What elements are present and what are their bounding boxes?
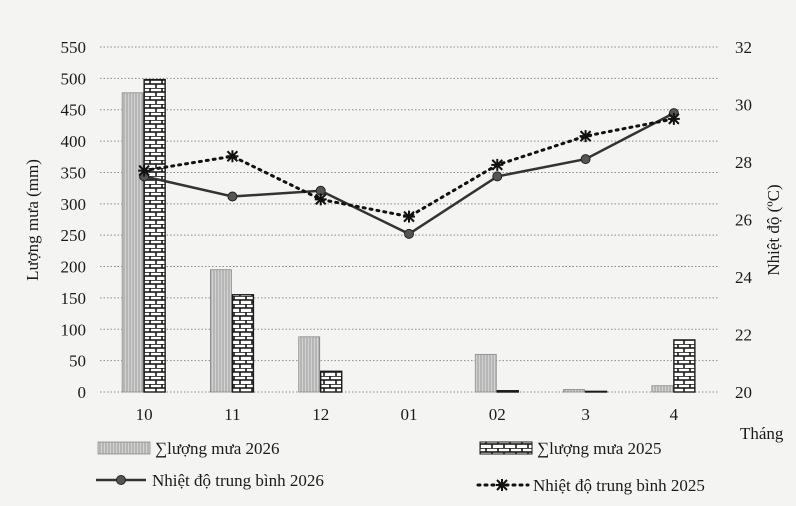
legend-swatch-rain-2026	[97, 441, 151, 455]
line-series-group	[138, 108, 680, 239]
legend-swatch-rain-2025	[479, 441, 533, 455]
legend-label-rain-2025: ∑lượng mưa 2025	[537, 439, 662, 458]
right-tick-30: 30	[735, 96, 752, 115]
right-tick-28: 28	[735, 153, 752, 172]
point-temp-2026-11	[227, 191, 238, 202]
x-tick-02: 02	[489, 405, 506, 424]
left-tick-300: 300	[61, 195, 87, 214]
bar-rain-2025-11	[231, 294, 255, 393]
right-axis-ticks: 20 22 24 26 28 30 32	[735, 38, 753, 402]
right-tick-24: 24	[735, 268, 753, 287]
point-temp-2025-01	[403, 210, 415, 223]
bar-rain-2025-12	[320, 370, 343, 393]
bar-rain-2026-4	[651, 385, 674, 393]
x-tick-12: 12	[312, 405, 329, 424]
left-tick-200: 200	[61, 258, 87, 277]
legend-marker-temp-2025	[496, 479, 508, 491]
bar-rain-2026-12	[298, 336, 321, 393]
right-axis-title: Nhiệt độ (ºC)	[764, 184, 783, 275]
bar-series-group	[121, 78, 696, 393]
left-tick-0: 0	[78, 383, 87, 402]
point-temp-2025-10	[138, 164, 151, 177]
legend-marker-temp-2026	[116, 475, 126, 485]
point-temp-2026-02	[492, 171, 503, 182]
bar-rain-2025-4	[673, 339, 696, 393]
point-temp-2025-12	[314, 193, 327, 206]
left-tick-450: 450	[61, 101, 87, 120]
point-temp-2026-3	[580, 154, 591, 165]
x-tick-10: 10	[136, 405, 153, 424]
point-temp-2025-02	[491, 158, 504, 171]
bar-rain-2026-02	[474, 353, 497, 393]
point-temp-2025-4	[667, 112, 680, 125]
point-temp-2025-3	[579, 130, 592, 143]
left-tick-550: 550	[61, 38, 87, 57]
point-temp-2026-01	[404, 228, 414, 239]
left-tick-400: 400	[61, 132, 87, 151]
bar-rain-2025-02	[496, 390, 519, 393]
left-tick-250: 250	[61, 226, 87, 245]
bar-rain-2026-11	[210, 269, 232, 393]
bar-rain-2025-3	[584, 390, 608, 393]
left-tick-100: 100	[61, 320, 87, 339]
x-tick-11: 11	[224, 405, 240, 424]
right-tick-20: 20	[735, 383, 752, 402]
left-tick-500: 500	[61, 69, 87, 88]
left-tick-50: 50	[69, 352, 86, 371]
left-axis-ticks: 0 50 100 150 200 250 300 350 400 450 500 550	[61, 38, 87, 402]
left-tick-150: 150	[61, 289, 87, 308]
x-tick-01: 01	[401, 405, 418, 424]
x-tick-3: 3	[581, 405, 590, 424]
right-tick-32: 32	[735, 38, 752, 57]
x-tick-4: 4	[670, 405, 679, 424]
legend-label-temp-2025: Nhiệt độ trung bình 2025	[533, 476, 705, 495]
point-temp-2025-11	[226, 150, 239, 163]
line-temp-2025	[142, 117, 676, 219]
legend-label-rain-2026: ∑lượng mưa 2026	[155, 439, 280, 458]
left-tick-350: 350	[61, 163, 87, 182]
x-axis-ticks: 10 11 12 01 02 3 4	[136, 405, 679, 424]
legend: ∑lượng mưa 2026 ∑lượng mưa 2025 Nhiệt độ…	[96, 439, 705, 495]
bar-rain-2026-3	[563, 389, 585, 393]
left-axis-title: Lượng mưa (mm)	[23, 159, 42, 281]
bar-rain-2026-10	[121, 92, 144, 393]
right-tick-26: 26	[735, 211, 752, 230]
legend-label-temp-2026: Nhiệt độ trung bình 2026	[152, 471, 324, 490]
bar-rain-2025-10	[143, 78, 166, 393]
right-tick-22: 22	[735, 326, 752, 345]
x-axis-title: Tháng	[740, 424, 784, 443]
